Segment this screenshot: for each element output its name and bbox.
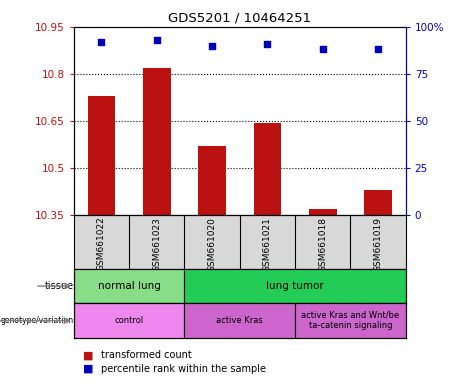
Bar	[198, 146, 226, 215]
Text: lung tumor: lung tumor	[266, 281, 324, 291]
Bar	[143, 68, 171, 215]
Point	[264, 41, 271, 47]
Text: ■: ■	[83, 350, 94, 360]
Bar	[184, 269, 406, 303]
Point	[153, 37, 160, 43]
Bar	[295, 303, 406, 338]
Text: normal lung: normal lung	[98, 281, 160, 291]
Point	[319, 46, 326, 53]
Bar	[74, 269, 184, 303]
Text: GSM661023: GSM661023	[152, 217, 161, 271]
Text: GSM661021: GSM661021	[263, 217, 272, 271]
Title: GDS5201 / 10464251: GDS5201 / 10464251	[168, 11, 311, 24]
Point	[374, 46, 382, 53]
Point	[208, 43, 216, 49]
Text: transformed count: transformed count	[101, 350, 192, 360]
Text: active Kras and Wnt/be
ta-catenin signaling: active Kras and Wnt/be ta-catenin signal…	[301, 311, 400, 330]
Bar	[184, 303, 295, 338]
Text: tissue: tissue	[45, 281, 74, 291]
Text: percentile rank within the sample: percentile rank within the sample	[101, 364, 266, 374]
Bar	[74, 303, 184, 338]
Text: control: control	[114, 316, 144, 325]
Bar	[364, 190, 392, 215]
Text: active Kras: active Kras	[216, 316, 263, 325]
Bar	[254, 122, 281, 215]
Text: genotype/variation: genotype/variation	[0, 316, 74, 325]
Bar	[309, 209, 337, 215]
Text: GSM661018: GSM661018	[318, 217, 327, 271]
Text: GSM661022: GSM661022	[97, 217, 106, 271]
Text: GSM661019: GSM661019	[373, 217, 383, 271]
Text: ■: ■	[83, 364, 94, 374]
Point	[98, 39, 105, 45]
Text: GSM661020: GSM661020	[207, 217, 217, 271]
Bar	[88, 96, 115, 215]
